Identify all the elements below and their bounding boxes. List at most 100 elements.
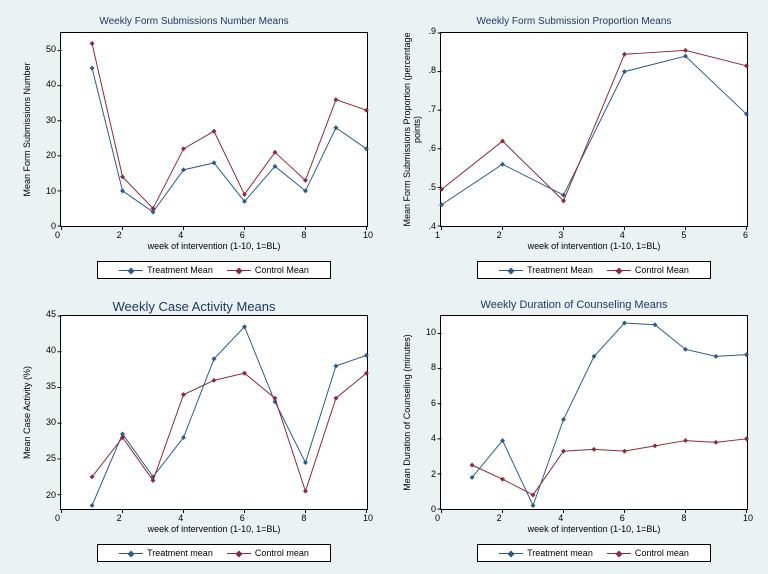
chart-svg-bl (61, 316, 367, 509)
xtick-label: 1 (435, 230, 440, 240)
plot-area-bl (60, 315, 368, 510)
xtick-label: 10 (363, 513, 373, 523)
xtick-label: 2 (117, 230, 122, 240)
ytick-label: 40 (46, 79, 56, 89)
ytick-label: 0 (51, 221, 56, 231)
ytick-label: .8 (428, 65, 436, 75)
legend-br: Treatment mean Control mean (477, 544, 711, 562)
xtick-label: 6 (743, 230, 748, 240)
ytick-label: 30 (46, 417, 56, 427)
xtick-label: 3 (558, 230, 563, 240)
ytick-label: .5 (428, 182, 436, 192)
xtick-label: 8 (301, 230, 306, 240)
xtick-label: 0 (55, 513, 60, 523)
ytick-label: 45 (46, 309, 56, 319)
xtick-label: 0 (435, 513, 440, 523)
ytick-label: 0 (431, 504, 436, 514)
ytick-label: 30 (46, 115, 56, 125)
legend-label-control-bl: Control mean (255, 548, 309, 558)
ytick-label: 4 (431, 433, 436, 443)
legend-item-control: Control mean (227, 548, 309, 558)
panel-bl: Weekly Case Activity Means Mean Case Act… (10, 293, 378, 564)
ylabel-bl: Mean Case Activity (%) (22, 315, 32, 510)
xtick-label: 4 (178, 513, 183, 523)
legend-swatch-treatment (119, 270, 143, 271)
chart-title-br: Weekly Duration of Counseling Means (390, 299, 758, 311)
ytick-label: 8 (431, 362, 436, 372)
legend-label-control-tr: Control Mean (635, 265, 689, 275)
xlabel-bl: week of intervention (1-10, 1=BL) (60, 524, 368, 534)
legend-swatch-control (227, 553, 251, 554)
panel-tl: Weekly Form Submissions Number Means Mea… (10, 10, 378, 281)
ytick-label: .9 (428, 26, 436, 36)
xtick-label: 6 (240, 513, 245, 523)
xtick-label: 6 (240, 230, 245, 240)
xtick-label: 0 (55, 230, 60, 240)
xtick-label: 2 (117, 513, 122, 523)
legend-swatch-treatment (499, 270, 523, 271)
ytick-label: 2 (431, 469, 436, 479)
ylabel-br: Mean Duration of Counseling (minutes) (402, 315, 412, 510)
ytick-label: .7 (428, 104, 436, 114)
ylabel-tl: Mean Form Submissions Number (22, 32, 32, 227)
xtick-label: 6 (620, 513, 625, 523)
chart-title-bl: Weekly Case Activity Means (10, 299, 378, 314)
xlabel-tr: week of intervention (1-10, 1=BL) (440, 241, 748, 251)
xtick-label: 5 (681, 230, 686, 240)
legend-swatch-control (607, 270, 631, 271)
ytick-label: 50 (46, 44, 56, 54)
legend-item-treatment: Treatment mean (499, 548, 593, 558)
xtick-label: 4 (558, 513, 563, 523)
legend-label-control-tl: Control Mean (255, 265, 309, 275)
chart-svg-tl (61, 33, 367, 226)
subplot-grid: Weekly Form Submissions Number Means Mea… (10, 10, 758, 564)
legend-item-treatment: Treatment Mean (499, 265, 593, 275)
legend-item-control: Control mean (607, 548, 689, 558)
legend-item-control: Control Mean (607, 265, 689, 275)
chart-svg-br (441, 316, 747, 509)
plot-area-tr (440, 32, 748, 227)
legend-label-treatment-tr: Treatment Mean (527, 265, 593, 275)
chart-title-tl: Weekly Form Submissions Number Means (10, 16, 378, 27)
legend-swatch-control (227, 270, 251, 271)
legend-tr: Treatment Mean Control Mean (477, 261, 711, 279)
chart-svg-tr (441, 33, 747, 226)
legend-swatch-treatment (119, 553, 143, 554)
xlabel-tl: week of intervention (1-10, 1=BL) (60, 241, 368, 251)
panel-br: Weekly Duration of Counseling Means Mean… (390, 293, 758, 564)
xtick-label: 4 (178, 230, 183, 240)
xtick-label: 10 (363, 230, 373, 240)
legend-bl: Treatment mean Control mean (97, 544, 331, 562)
legend-item-treatment: Treatment mean (119, 548, 213, 558)
legend-label-control-br: Control mean (635, 548, 689, 558)
ytick-label: .6 (428, 143, 436, 153)
legend-item-control: Control Mean (227, 265, 309, 275)
ytick-label: 25 (46, 453, 56, 463)
ylabel-tr: Mean Form Submissions Proportion (percen… (402, 32, 422, 227)
legend-label-treatment-tl: Treatment Mean (147, 265, 213, 275)
ytick-label: 10 (426, 327, 436, 337)
legend-label-treatment-br: Treatment mean (527, 548, 593, 558)
legend-swatch-treatment (499, 553, 523, 554)
plot-area-br (440, 315, 748, 510)
legend-tl: Treatment Mean Control Mean (97, 261, 331, 279)
xtick-label: 8 (681, 513, 686, 523)
ytick-label: 40 (46, 345, 56, 355)
xtick-label: 2 (497, 230, 502, 240)
xtick-label: 10 (743, 513, 753, 523)
chart-title-tr: Weekly Form Submission Proportion Means (390, 16, 758, 27)
panel-tr: Weekly Form Submission Proportion Means … (390, 10, 758, 281)
ytick-label: 6 (431, 398, 436, 408)
ytick-label: .4 (428, 221, 436, 231)
ytick-label: 35 (46, 381, 56, 391)
legend-swatch-control (607, 553, 631, 554)
ytick-label: 20 (46, 150, 56, 160)
ytick-label: 20 (46, 490, 56, 500)
ytick-label: 10 (46, 186, 56, 196)
xtick-label: 2 (497, 513, 502, 523)
legend-item-treatment: Treatment Mean (119, 265, 213, 275)
plot-area-tl (60, 32, 368, 227)
xtick-label: 4 (620, 230, 625, 240)
xtick-label: 8 (301, 513, 306, 523)
xlabel-br: week of intervention (1-10, 1=BL) (440, 524, 748, 534)
